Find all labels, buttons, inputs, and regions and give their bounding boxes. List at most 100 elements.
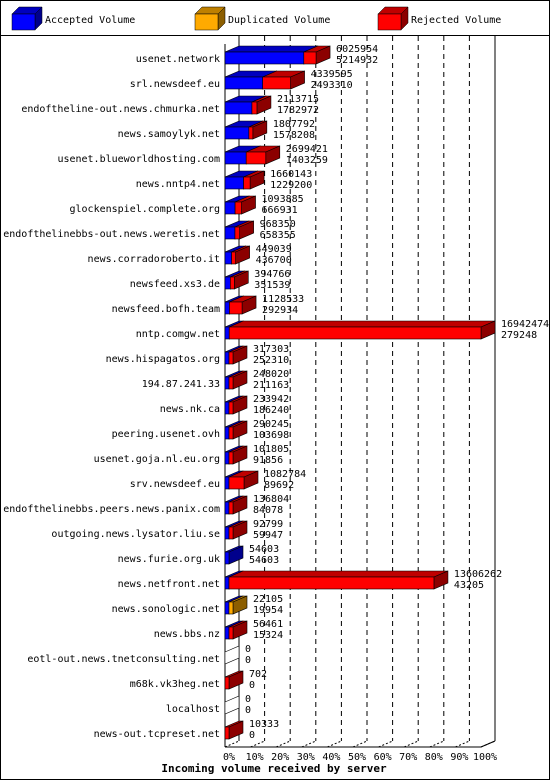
legend: Accepted Volume Duplicated Volume Rejected… [11, 6, 501, 31]
category-label: endofthelinebbs-out.news.weretis.net [3, 229, 220, 240]
value-label-total: 0 [245, 644, 251, 655]
category-label: usenet.blueworldhosting.com [57, 154, 220, 165]
bar-rejected [245, 145, 281, 165]
bar-rejected [224, 670, 244, 690]
bar-usenet-network [224, 45, 331, 65]
value-label-total: 702 [249, 669, 267, 680]
bar-empty [224, 645, 240, 665]
value-label-accepted: 1578208 [273, 130, 315, 141]
value-label-total: 2113715 [277, 94, 319, 105]
x-tick-label: 0% [223, 752, 235, 763]
value-label-total: 1660143 [270, 169, 312, 180]
bar-endoftheline-out-news-chmurka-net [224, 95, 272, 115]
x-tick-label: 20% [271, 752, 289, 763]
category-label: news.samoylyk.net [118, 129, 220, 140]
x-tick-mark [455, 740, 470, 748]
value-label-accepted: 2493310 [311, 80, 353, 91]
value-label-accepted: 351539 [254, 280, 290, 291]
bar-rejected [224, 720, 244, 740]
x-tick-label: 60% [374, 752, 392, 763]
category-label: news.sonologic.net [112, 604, 220, 615]
x-tick-label: 10% [246, 752, 264, 763]
value-label-total: 449039 [256, 244, 292, 255]
value-label-accepted: 0 [245, 655, 251, 666]
bar-news-bbs-nz [224, 620, 248, 640]
x-tick-mark [480, 740, 496, 748]
value-label-accepted: 0 [249, 680, 255, 691]
x-tick-mark [429, 740, 444, 748]
value-label-total: 290245 [253, 419, 289, 430]
bar-duplicated [228, 595, 248, 615]
value-label-accepted: 186240 [253, 405, 289, 416]
bar-usenet-goja-nl-eu-org [224, 445, 248, 465]
bar-rejected [228, 395, 248, 415]
bars [224, 45, 496, 740]
value-label-accepted: 292934 [262, 305, 298, 316]
value-label-total: 13606262 [454, 569, 502, 580]
value-label-accepted: 1403259 [286, 155, 328, 166]
bar-newsfeed-bofh-team [224, 295, 257, 315]
x-tick-mark [250, 740, 265, 748]
bar-news-hispagatos-org [224, 345, 248, 365]
value-label-accepted: 15324 [253, 630, 283, 641]
bar-news-corradoroberto-it [224, 245, 250, 265]
x-tick-label: 80% [425, 752, 443, 763]
bar-rejected [231, 245, 250, 265]
bar-rejected [230, 270, 249, 290]
bar-nntp-comgw-net [224, 320, 496, 340]
bar-srl-newsdeef-eu [224, 70, 305, 90]
bar-news-netfront-net [224, 570, 449, 590]
category-label: news.corradoroberto.it [88, 254, 220, 265]
category-label: endofthelinebbs.peers.news.panix.com [3, 504, 220, 515]
x-tick-label: 100% [473, 752, 497, 763]
category-label: newsfeed.xs3.de [130, 279, 220, 290]
value-label-total: 1093885 [262, 194, 304, 205]
category-label: srv.newsdeef.eu [130, 479, 220, 490]
legend-label: Rejected Volume [411, 15, 501, 26]
x-tick-label: 40% [322, 752, 340, 763]
legend-swatch [194, 13, 219, 31]
bar-news-out-tcpreset-net [224, 720, 244, 740]
value-label-total: 54603 [249, 544, 279, 555]
value-label-accepted: 0 [245, 705, 251, 716]
category-label: news.nntp4.net [136, 179, 220, 190]
bar-rejected [228, 495, 248, 515]
value-label-accepted: 252310 [253, 355, 289, 366]
bar-rejected [228, 370, 248, 390]
bar-localhost [224, 695, 240, 715]
category-label: outgoing.news.lysator.liu.se [51, 529, 220, 540]
category-label: 194.87.241.33 [142, 379, 220, 390]
x-tick-mark [224, 740, 240, 748]
bar-rejected [303, 45, 331, 65]
value-label-total: 0 [245, 694, 251, 705]
x-tick-label: 30% [297, 752, 315, 763]
bar-rejected [251, 95, 272, 115]
value-label-total: 136804 [253, 494, 289, 505]
bar-m68k-vk3heg-net [224, 670, 244, 690]
legend-label: Accepted Volume [45, 15, 135, 26]
value-label-total: 1807792 [273, 119, 315, 130]
value-label-accepted: 59947 [253, 530, 283, 541]
bar-rejected [228, 320, 496, 340]
value-label-total: 10333 [249, 719, 279, 730]
value-label-total: 92799 [253, 519, 283, 530]
value-label-total: 6025954 [336, 44, 378, 55]
category-label: newsfeed.bofh.team [112, 304, 220, 315]
bar-rejected [228, 420, 248, 440]
bar-rejected [243, 170, 265, 190]
bar-empty [224, 695, 240, 715]
bar-rejected [248, 120, 268, 140]
category-label: m68k.vk3heg.net [130, 679, 220, 690]
x-tick-label: 70% [399, 752, 417, 763]
chart-title: Incoming volume received by server [161, 762, 387, 775]
x-axis: 0% 10% 20% 30% 40% 50% 60% 70% 80% 90% 100% [223, 740, 497, 763]
value-label-total: 394766 [254, 269, 290, 280]
x-tick-mark [276, 740, 291, 748]
legend-item-rejected-volume: Rejected Volume [377, 6, 501, 31]
value-label-total: 248020 [253, 369, 289, 380]
value-label-total: 1128533 [262, 294, 304, 305]
value-label-total: 101805 [253, 444, 289, 455]
value-label-accepted: 84078 [253, 505, 283, 516]
